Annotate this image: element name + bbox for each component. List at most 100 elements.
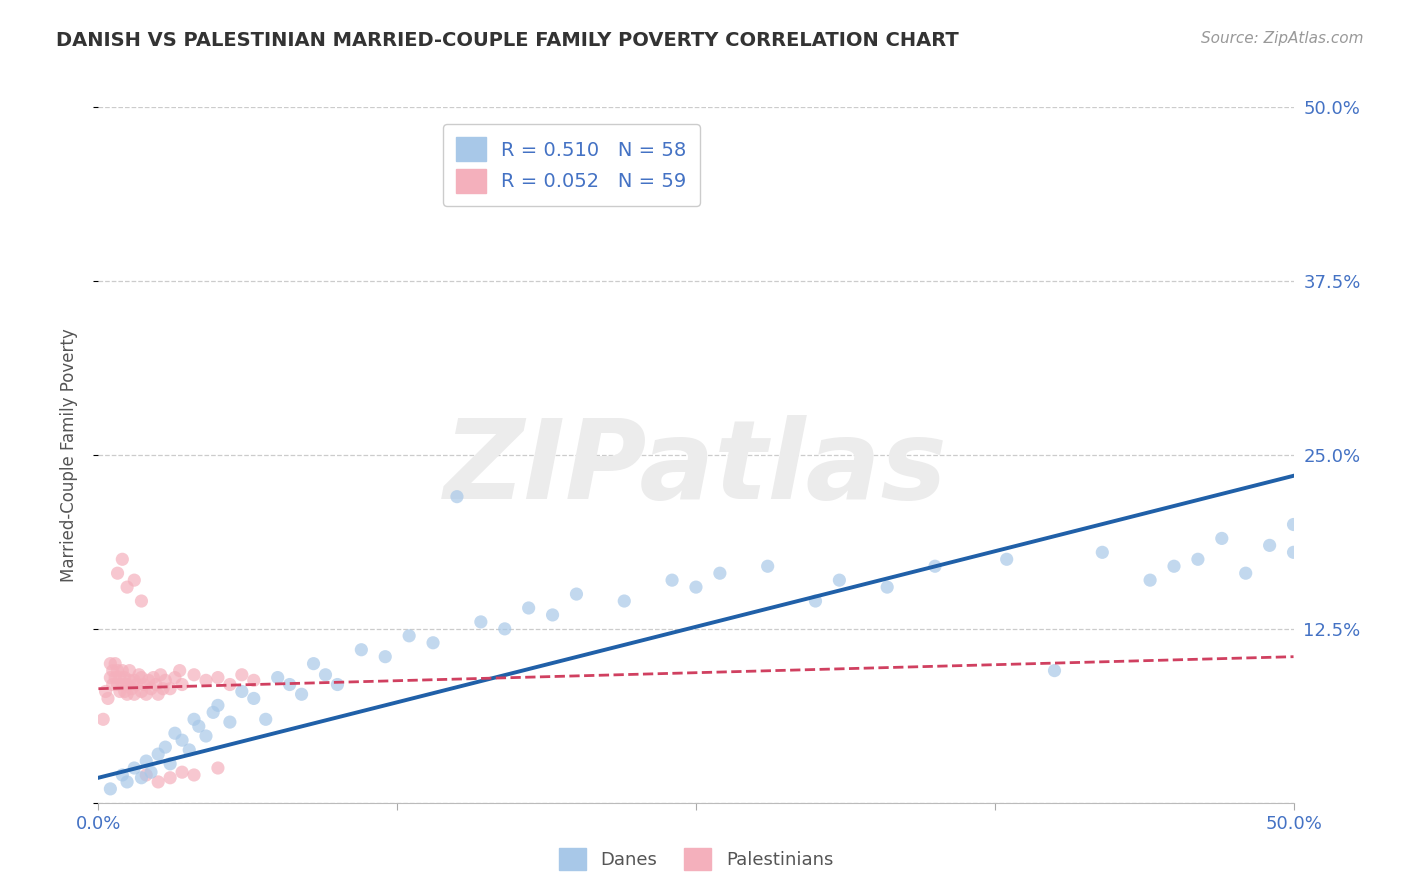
Point <box>148 775 170 789</box>
Point <box>207 698 229 713</box>
Point <box>756 559 779 574</box>
Point <box>172 733 194 747</box>
Point <box>114 671 136 685</box>
Point <box>267 671 290 685</box>
Point <box>104 671 127 685</box>
Point <box>125 677 148 691</box>
Point <box>172 677 194 691</box>
Point <box>124 673 146 688</box>
Point <box>709 566 731 581</box>
Point <box>422 636 444 650</box>
Point <box>374 649 396 664</box>
Text: ZIPatlas: ZIPatlas <box>444 416 948 523</box>
Point <box>152 681 174 696</box>
Point <box>1163 559 1185 574</box>
Point <box>446 490 468 504</box>
Point <box>121 681 143 696</box>
Point <box>828 573 851 587</box>
Point <box>131 771 153 785</box>
Point <box>278 677 301 691</box>
Point <box>98 671 122 685</box>
Legend: Danes, Palestinians: Danes, Palestinians <box>551 841 841 877</box>
Point <box>315 667 337 681</box>
Point <box>470 615 492 629</box>
Point <box>111 664 134 678</box>
Point <box>350 642 373 657</box>
Point <box>326 677 349 691</box>
Text: Source: ZipAtlas.com: Source: ZipAtlas.com <box>1201 31 1364 46</box>
Point <box>155 740 177 755</box>
Point <box>1234 566 1257 581</box>
Point <box>145 677 167 691</box>
Point <box>98 781 122 796</box>
Point <box>183 667 205 681</box>
Point <box>148 747 170 761</box>
Point <box>1282 545 1305 559</box>
Point <box>115 677 138 691</box>
Point <box>172 765 194 780</box>
Point <box>104 657 127 671</box>
Point <box>101 677 124 691</box>
Point <box>243 673 266 688</box>
Point <box>128 667 150 681</box>
Point <box>169 664 191 678</box>
Point <box>132 677 155 691</box>
Point <box>115 775 138 789</box>
Point <box>159 771 181 785</box>
Point <box>94 684 117 698</box>
Point <box>1258 538 1281 552</box>
Point <box>115 687 138 701</box>
Point <box>124 761 146 775</box>
Point <box>138 673 160 688</box>
Point <box>107 566 129 581</box>
Point <box>194 673 218 688</box>
Point <box>124 573 146 587</box>
Point <box>231 667 253 681</box>
Point <box>135 687 157 701</box>
Point <box>115 580 138 594</box>
Point <box>149 667 172 681</box>
Point <box>243 691 266 706</box>
Point <box>118 673 141 688</box>
Point <box>111 677 134 691</box>
Point <box>131 684 153 698</box>
Point <box>183 768 205 782</box>
Point <box>219 677 242 691</box>
Point <box>661 573 683 587</box>
Point <box>114 684 136 698</box>
Point <box>159 756 181 771</box>
Point <box>219 715 242 730</box>
Point <box>101 664 124 678</box>
Point <box>139 681 162 696</box>
Y-axis label: Married-Couple Family Poverty: Married-Couple Family Poverty <box>59 328 77 582</box>
Point <box>135 754 157 768</box>
Point <box>207 761 229 775</box>
Point <box>1139 573 1161 587</box>
Point <box>804 594 827 608</box>
Point <box>179 743 201 757</box>
Point <box>1091 545 1114 559</box>
Point <box>207 671 229 685</box>
Point <box>118 664 141 678</box>
Point <box>202 706 225 720</box>
Point <box>124 687 146 701</box>
Point <box>108 684 131 698</box>
Point <box>131 594 153 608</box>
Point <box>685 580 707 594</box>
Point <box>148 687 170 701</box>
Point <box>541 607 564 622</box>
Point <box>291 687 314 701</box>
Point <box>194 729 218 743</box>
Point <box>107 677 129 691</box>
Point <box>111 552 134 566</box>
Point <box>111 768 134 782</box>
Point <box>108 671 131 685</box>
Point <box>97 691 120 706</box>
Point <box>398 629 420 643</box>
Point <box>1043 664 1066 678</box>
Point <box>1211 532 1233 546</box>
Point <box>995 552 1018 566</box>
Point <box>494 622 516 636</box>
Point <box>876 580 898 594</box>
Point <box>924 559 946 574</box>
